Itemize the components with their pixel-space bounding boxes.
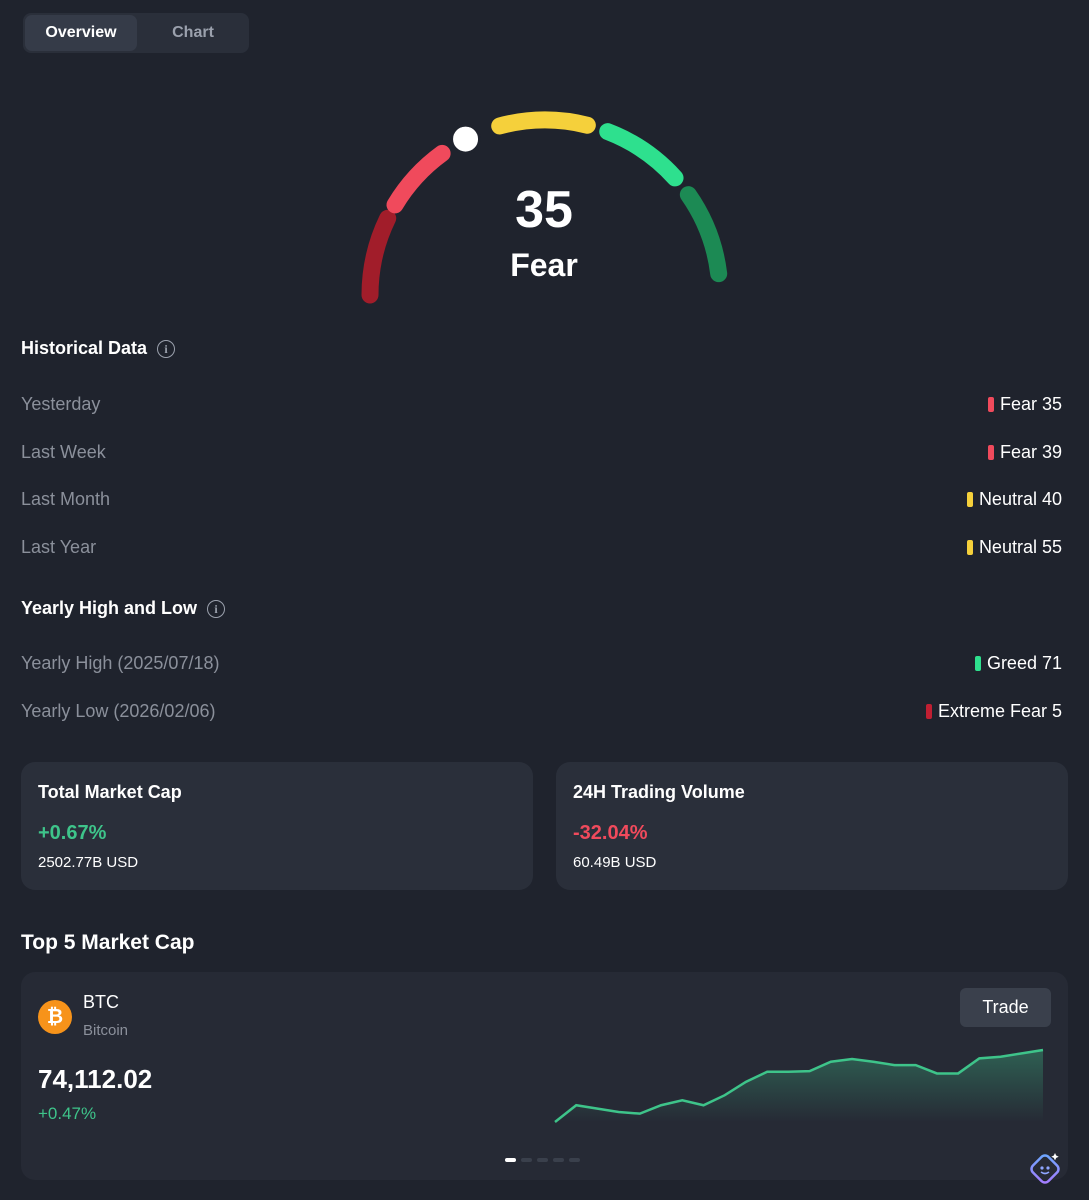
row-value-text: Greed 71: [986, 653, 1062, 673]
status-dot: [987, 397, 994, 412]
pager-dot[interactable]: [553, 1158, 564, 1162]
extreme-greed-segment: [679, 186, 728, 283]
sparkline-line: [554, 1048, 1044, 1123]
info-icon[interactable]: i: [207, 600, 226, 619]
extreme-fear-segment: [361, 209, 397, 304]
row-label-last-week: Last Week: [21, 442, 106, 462]
gauge-indicator: [450, 123, 482, 155]
fear-greed-gauge: [361, 111, 728, 304]
view-tabs: Overview Chart: [23, 13, 249, 53]
row-value-text: Fear 39: [999, 442, 1062, 462]
row-value-text: Extreme Fear 5: [937, 701, 1062, 721]
status-dot: [966, 540, 973, 555]
row-value-yearly-high: Greed 71: [974, 653, 1062, 674]
coin-symbol: BTC: [83, 992, 119, 1012]
status-dot: [925, 704, 932, 719]
row-value-last-week: Fear 39: [987, 442, 1062, 463]
bitcoin-icon: ₿: [38, 1000, 72, 1034]
sparkline-area: [555, 1050, 1043, 1122]
coin-name: Bitcoin: [83, 1022, 129, 1039]
card-title: Total Market Cap: [38, 782, 182, 802]
card-title: 24H Trading Volume: [573, 782, 745, 802]
fear-segment: [386, 144, 451, 214]
row-value-text: Neutral 55: [978, 537, 1062, 557]
assistant-bot-icon[interactable]: [1028, 1150, 1064, 1186]
pager-dot[interactable]: [521, 1158, 532, 1162]
gauge-value: 35: [515, 181, 573, 239]
row-value-text: Neutral 40: [978, 489, 1062, 509]
row-label-yearly-high: Yearly High (2025/07/18): [21, 653, 220, 673]
carousel-pager[interactable]: [505, 1158, 580, 1162]
row-value-last-month: Neutral 40: [966, 489, 1062, 510]
price-sparkline: [554, 1048, 1044, 1123]
yearly-heading: Yearly High and Low i: [21, 598, 226, 619]
coin-change: +0.47%: [38, 1104, 97, 1123]
row-value-last-year: Neutral 55: [966, 537, 1062, 558]
trade-button[interactable]: Trade: [960, 988, 1051, 1027]
yearly-title: Yearly High and Low: [21, 598, 198, 618]
pager-dot[interactable]: [569, 1158, 580, 1162]
total-market-cap-card[interactable]: Total Market Cap +0.67% 2502.77B USD: [21, 762, 533, 890]
card-value: 60.49B USD: [573, 854, 657, 871]
coin-price: 74,112.02: [38, 1064, 153, 1094]
info-icon[interactable]: i: [157, 340, 176, 359]
row-value-yearly-low: Extreme Fear 5: [925, 701, 1062, 722]
pager-dot[interactable]: [537, 1158, 548, 1162]
status-dot: [974, 656, 981, 671]
coin-card-btc[interactable]: ₿ BTC Bitcoin 74,112.02 +0.47% Trade: [21, 972, 1068, 1180]
card-change: -32.04%: [573, 822, 648, 844]
top5-title: Top 5 Market Cap: [21, 931, 195, 954]
row-label-yesterday: Yesterday: [21, 394, 101, 414]
gauge-label: Fear: [510, 247, 578, 283]
greed-segment: [599, 123, 684, 187]
historical-data-title: Historical Data: [21, 338, 148, 358]
row-label-last-month: Last Month: [21, 489, 111, 509]
status-dot: [966, 492, 973, 507]
historical-data-heading: Historical Data i: [21, 338, 176, 359]
row-label-yearly-low: Yearly Low (2026/02/06): [21, 701, 216, 721]
row-value-text: Fear 35: [999, 394, 1062, 414]
trading-volume-card[interactable]: 24H Trading Volume -32.04% 60.49B USD: [556, 762, 1068, 890]
neutral-segment: [491, 111, 596, 135]
row-value-yesterday: Fear 35: [987, 394, 1062, 415]
tab-chart[interactable]: Chart: [172, 24, 214, 41]
pager-dot[interactable]: [505, 1158, 516, 1162]
tab-overview[interactable]: Overview: [25, 15, 137, 51]
row-label-last-year: Last Year: [21, 537, 97, 557]
card-change: +0.67%: [38, 822, 107, 844]
card-value: 2502.77B USD: [38, 854, 139, 871]
status-dot: [987, 445, 994, 460]
